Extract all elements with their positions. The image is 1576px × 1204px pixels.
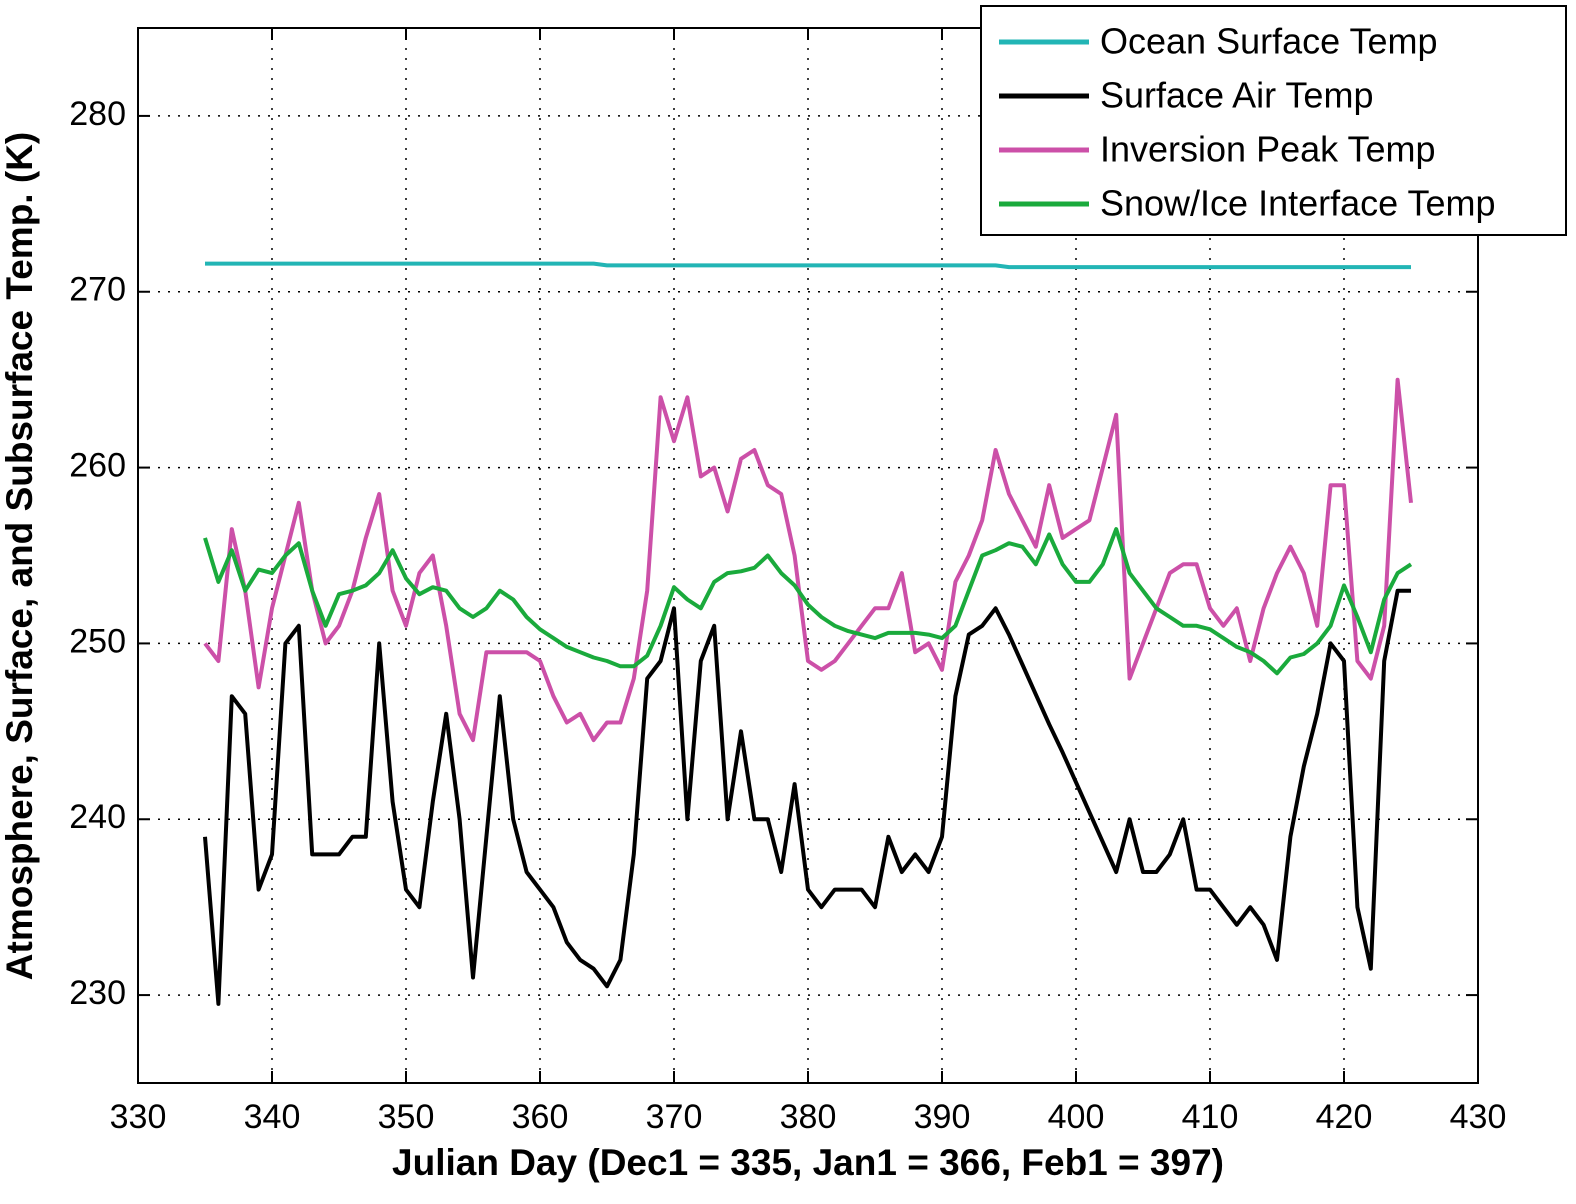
legend-label: Surface Air Temp [1100,75,1373,116]
y-tick-label: 230 [69,974,126,1012]
x-tick-label: 430 [1450,1098,1507,1136]
x-tick-label: 380 [780,1098,837,1136]
plot-frame [137,27,1479,1084]
x-tick-label: 400 [1048,1098,1105,1136]
legend-label: Snow/Ice Interface Temp [1100,183,1496,224]
x-tick-label: 410 [1182,1098,1239,1136]
x-tick-label: 370 [646,1098,703,1136]
x-axis-label: Julian Day (Dec1 = 335, Jan1 = 366, Feb1… [392,1142,1224,1183]
y-tick-label: 240 [69,798,126,836]
series-line [203,588,1411,1006]
y-tick-label: 250 [69,622,126,660]
series-line [203,527,1413,676]
y-axis-label: Atmosphere, Surface, and Subsurface Temp… [0,132,40,980]
series-line [205,261,1411,270]
legend-label: Inversion Peak Temp [1100,129,1436,170]
series-line [203,377,1413,743]
x-tick-label: 420 [1316,1098,1373,1136]
x-tick-label: 360 [512,1098,569,1136]
x-tick-label: 340 [244,1098,301,1136]
y-tick-label: 260 [69,447,126,485]
y-tick-label: 270 [69,271,126,309]
legend-label: Ocean Surface Temp [1100,21,1438,62]
x-tick-label: 330 [110,1098,167,1136]
x-tick-label: 390 [914,1098,971,1136]
y-tick-label: 280 [69,95,126,133]
x-tick-label: 350 [378,1098,435,1136]
